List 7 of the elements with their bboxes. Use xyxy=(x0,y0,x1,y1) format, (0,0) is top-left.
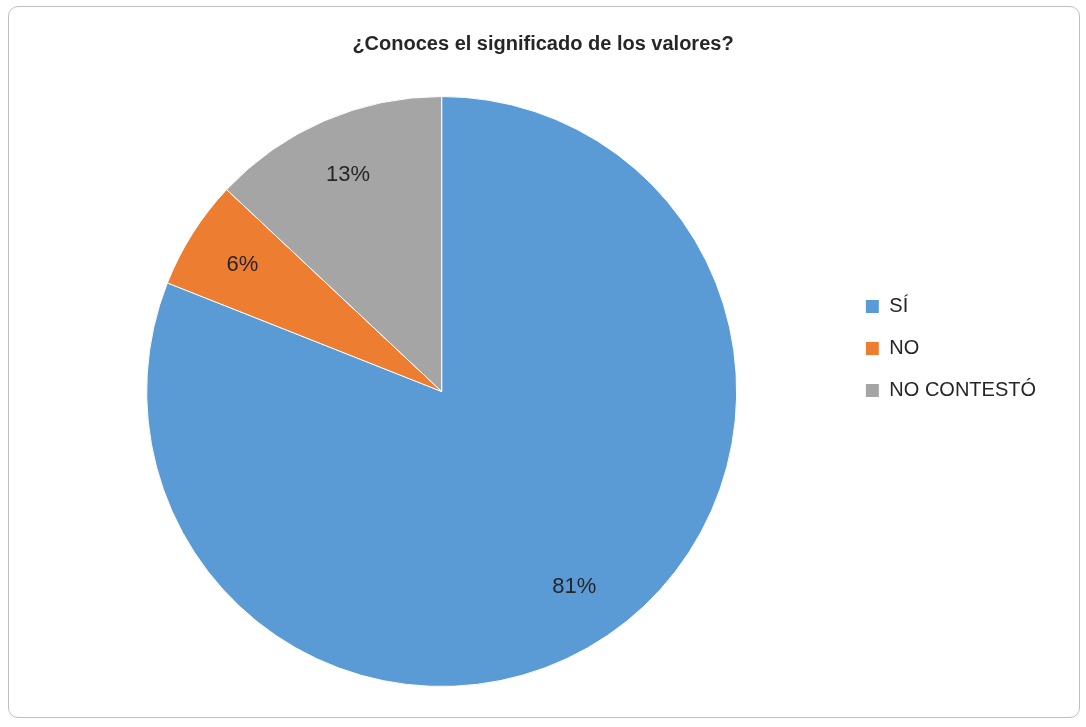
legend-label: SÍ xyxy=(889,294,909,317)
chart-title: ¿Conoces el significado de los valores? xyxy=(352,31,734,54)
data-label: 81% xyxy=(552,572,597,598)
data-label: 13% xyxy=(325,160,370,186)
legend-label: NO xyxy=(889,336,920,359)
data-label: 6% xyxy=(226,251,259,277)
legend-label: NO CONTESTÓ xyxy=(889,378,1036,401)
